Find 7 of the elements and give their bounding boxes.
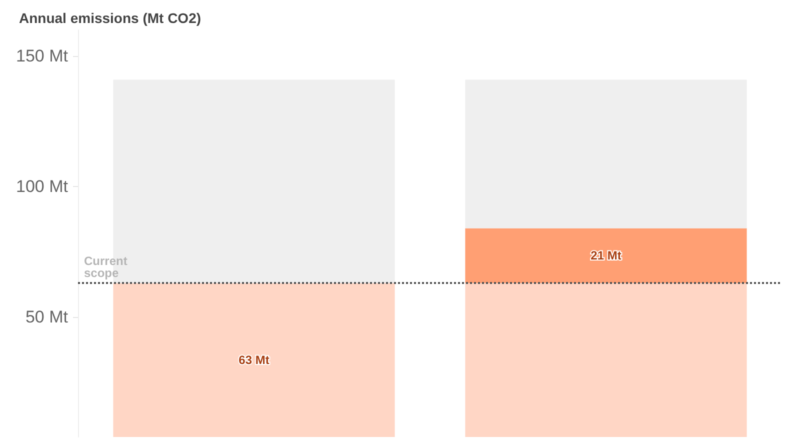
data-label: 21 Mt (590, 248, 622, 263)
y-tick-label: 100 Mt (16, 177, 68, 196)
y-tick-label: 150 Mt (16, 46, 68, 66)
data-label: 63 Mt (238, 353, 270, 368)
y-tick-label: 50 Mt (25, 307, 68, 326)
ref-line-label: Current scope (84, 254, 131, 280)
chart-title: Annual emissions (Mt CO2) (19, 10, 202, 26)
